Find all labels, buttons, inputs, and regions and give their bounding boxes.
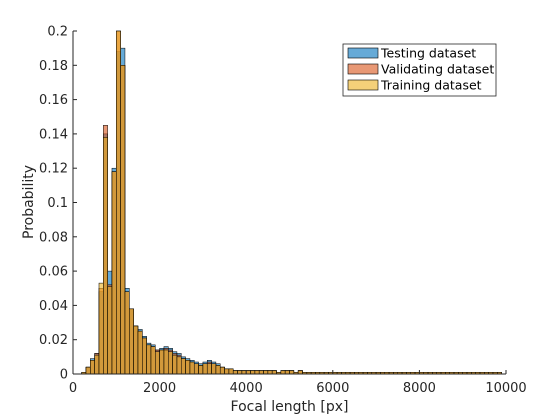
legend-label: Testing dataset — [380, 46, 476, 61]
y-axis-title: Probability — [21, 165, 37, 239]
y-tick-label: 0.2 — [47, 25, 68, 40]
bar — [137, 330, 143, 375]
bar — [107, 286, 113, 375]
y-tick-label: 0.14 — [39, 127, 68, 142]
bar — [250, 370, 256, 375]
bar — [146, 344, 152, 375]
bar — [90, 360, 95, 375]
legend-swatch — [347, 63, 379, 75]
bar — [142, 337, 147, 375]
bar — [124, 291, 130, 375]
bar — [85, 366, 91, 375]
y-tick-label: 0.04 — [39, 299, 68, 314]
bar — [198, 365, 204, 375]
legend-swatch — [347, 79, 379, 91]
bar — [168, 351, 173, 375]
x-tick-label: 10000 — [485, 381, 526, 396]
bar — [284, 370, 290, 375]
bar — [116, 30, 121, 375]
bar — [263, 370, 269, 375]
bar — [258, 370, 264, 375]
bar — [297, 370, 303, 375]
legend-label: Validating dataset — [381, 62, 494, 77]
bar — [103, 137, 108, 375]
bar — [111, 171, 117, 375]
bar — [129, 308, 134, 375]
bar — [228, 368, 234, 375]
x-tick-label: 0 — [69, 381, 77, 396]
bar — [241, 370, 247, 375]
y-tick-label: 0.06 — [39, 265, 68, 280]
bar — [271, 370, 277, 375]
y-tick-label: 0.1 — [47, 196, 68, 211]
bar — [163, 349, 169, 375]
y-tick-label: 0.18 — [39, 59, 68, 74]
y-tick-label: 0.08 — [39, 230, 68, 245]
bar — [189, 361, 195, 375]
bar — [150, 346, 156, 375]
y-tick-label: 0.16 — [39, 93, 68, 108]
bar — [172, 354, 178, 375]
legend-label: Training dataset — [380, 78, 482, 93]
axis-ticks: 0 2000 4000 6000 8000 10000 0 0.02 0.04 0.06 0.08 0… — [39, 25, 527, 397]
bar — [219, 366, 225, 375]
bar — [224, 368, 230, 375]
bar — [202, 363, 208, 375]
bar — [98, 282, 104, 375]
bar — [133, 325, 139, 375]
bar — [245, 370, 251, 375]
bar — [185, 360, 191, 375]
y-tick-label: 0.12 — [39, 162, 68, 177]
x-axis-title: Focal length [px] — [231, 399, 349, 415]
bar — [181, 358, 186, 375]
bar — [206, 363, 212, 375]
series-2-bars — [81, 30, 502, 375]
bar — [232, 370, 238, 375]
bar — [254, 370, 260, 375]
bar — [159, 349, 165, 375]
legend-swatch — [347, 47, 379, 59]
bar — [215, 365, 221, 375]
x-tick-label: 4000 — [230, 381, 263, 396]
bar — [211, 363, 217, 375]
histogram-bars — [81, 30, 502, 375]
x-tick-label: 8000 — [403, 381, 436, 396]
y-tick-label: 0 — [60, 368, 68, 383]
bar — [120, 65, 126, 375]
x-tick-label: 2000 — [143, 381, 176, 396]
bar — [237, 370, 243, 375]
x-tick-label: 6000 — [316, 381, 349, 396]
bar — [155, 351, 160, 375]
bar — [289, 370, 295, 375]
bar — [94, 354, 100, 375]
bar — [193, 363, 199, 375]
y-tick-label: 0.02 — [39, 333, 68, 348]
bar — [280, 370, 286, 375]
bar — [267, 370, 273, 375]
bar — [176, 356, 182, 375]
